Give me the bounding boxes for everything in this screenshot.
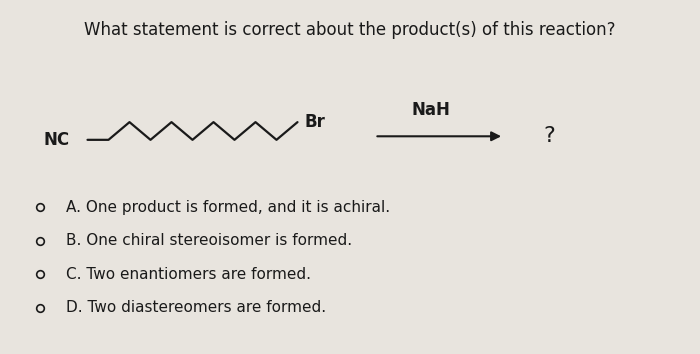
Text: B. One chiral stereoisomer is formed.: B. One chiral stereoisomer is formed. [66, 233, 353, 248]
Text: What statement is correct about the product(s) of this reaction?: What statement is correct about the prod… [84, 21, 616, 39]
Text: C. Two enantiomers are formed.: C. Two enantiomers are formed. [66, 267, 312, 282]
Text: Br: Br [304, 113, 326, 131]
Text: D. Two diastereomers are formed.: D. Two diastereomers are formed. [66, 301, 327, 315]
Text: NaH: NaH [411, 101, 450, 119]
Text: NC: NC [44, 131, 70, 149]
Text: A. One product is formed, and it is achiral.: A. One product is formed, and it is achi… [66, 200, 391, 215]
Text: ?: ? [544, 126, 555, 146]
